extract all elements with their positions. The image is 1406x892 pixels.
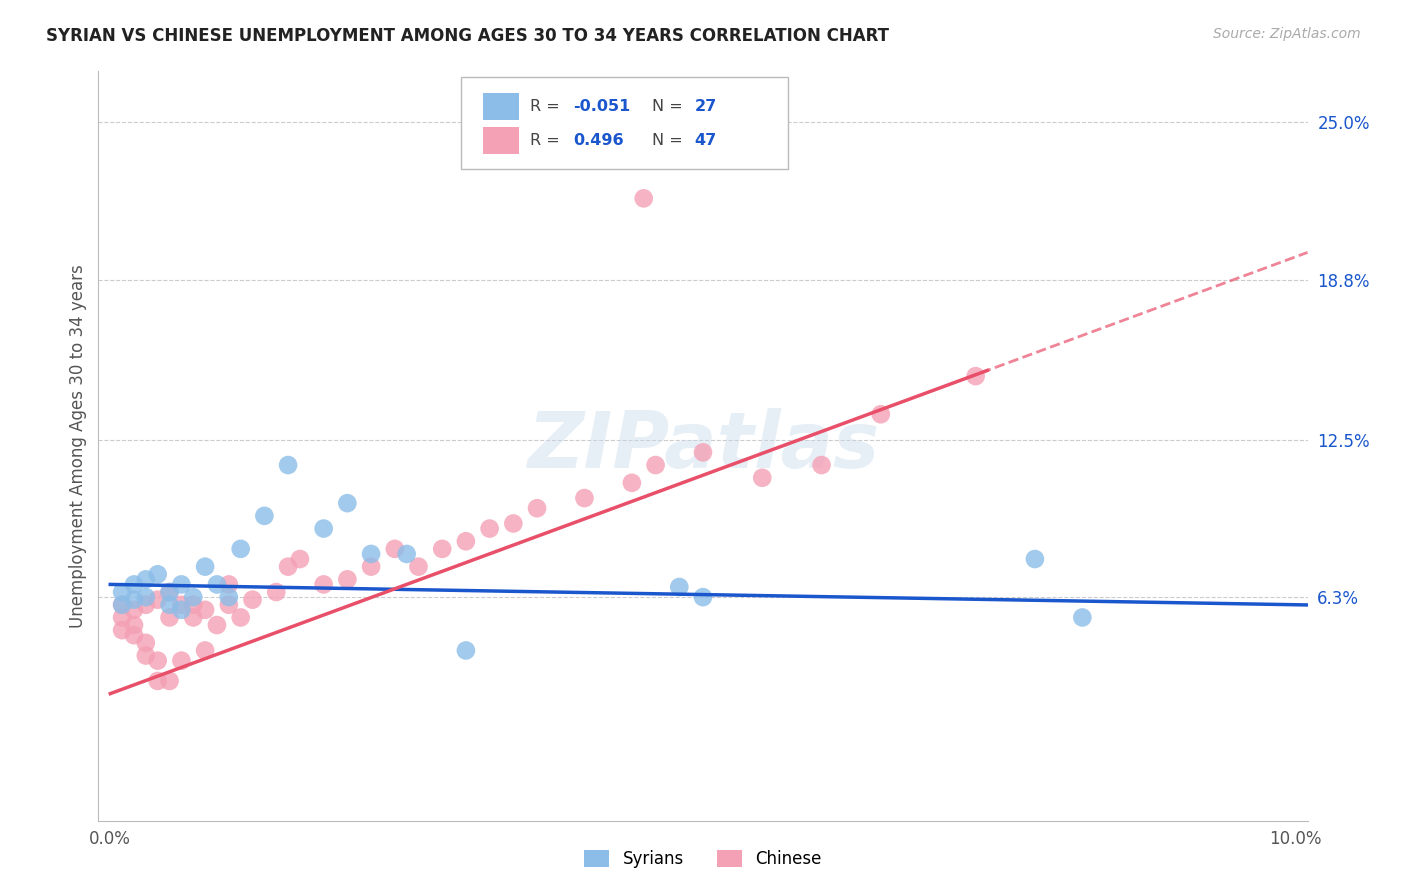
Text: 47: 47 [695, 133, 717, 148]
Point [159, 610, 181, 624]
Point [111, 598, 134, 612]
Point [122, 628, 145, 642]
Point [194, 559, 217, 574]
Point [111, 585, 134, 599]
Point [869, 407, 891, 421]
Point [288, 552, 311, 566]
Point [205, 618, 228, 632]
Point [194, 643, 217, 657]
Point [810, 458, 832, 472]
Point [478, 522, 501, 536]
Point [312, 522, 335, 536]
Point [454, 643, 477, 657]
Point [965, 369, 987, 384]
Point [135, 648, 157, 663]
Point [384, 541, 406, 556]
Point [454, 534, 477, 549]
Point [1024, 552, 1046, 566]
Point [135, 572, 157, 586]
Point [526, 501, 548, 516]
Point [751, 471, 773, 485]
FancyBboxPatch shape [461, 78, 787, 169]
FancyBboxPatch shape [482, 93, 519, 120]
Point [122, 592, 145, 607]
Point [502, 516, 524, 531]
Text: N =: N = [652, 99, 683, 114]
Point [574, 491, 596, 505]
Point [277, 458, 299, 472]
Point [620, 475, 643, 490]
Text: R =: R = [530, 133, 560, 148]
Point [218, 590, 240, 604]
Text: Source: ZipAtlas.com: Source: ZipAtlas.com [1213, 27, 1361, 41]
Point [218, 577, 240, 591]
Legend: Syrians, Chinese: Syrians, Chinese [578, 843, 828, 875]
Point [194, 603, 217, 617]
Point [336, 572, 359, 586]
Point [181, 590, 204, 604]
Point [122, 577, 145, 591]
Point [229, 610, 252, 624]
Point [159, 585, 181, 599]
Text: 0.496: 0.496 [574, 133, 624, 148]
Point [360, 547, 382, 561]
Text: R =: R = [530, 99, 560, 114]
Point [395, 547, 418, 561]
Point [146, 567, 169, 582]
Text: SYRIAN VS CHINESE UNEMPLOYMENT AMONG AGES 30 TO 34 YEARS CORRELATION CHART: SYRIAN VS CHINESE UNEMPLOYMENT AMONG AGE… [46, 27, 890, 45]
Point [135, 598, 157, 612]
Point [229, 541, 252, 556]
Point [122, 603, 145, 617]
Point [312, 577, 335, 591]
Point [218, 598, 240, 612]
Point [170, 577, 193, 591]
Point [159, 598, 181, 612]
Point [253, 508, 276, 523]
Point [277, 559, 299, 574]
Point [135, 636, 157, 650]
Point [408, 559, 430, 574]
Point [264, 585, 287, 599]
Point [432, 541, 454, 556]
Point [644, 458, 666, 472]
Point [242, 592, 264, 607]
Point [668, 580, 690, 594]
Text: ZIPatlas: ZIPatlas [527, 408, 879, 484]
Point [181, 598, 204, 612]
Point [122, 618, 145, 632]
Point [181, 610, 204, 624]
Y-axis label: Unemployment Among Ages 30 to 34 years: Unemployment Among Ages 30 to 34 years [69, 264, 87, 628]
Point [146, 654, 169, 668]
Point [170, 603, 193, 617]
Point [159, 673, 181, 688]
Point [170, 598, 193, 612]
Text: -0.051: -0.051 [574, 99, 631, 114]
Point [170, 654, 193, 668]
Point [135, 590, 157, 604]
Point [146, 673, 169, 688]
Text: N =: N = [652, 133, 683, 148]
Point [159, 585, 181, 599]
FancyBboxPatch shape [482, 127, 519, 153]
Text: 27: 27 [695, 99, 717, 114]
Point [111, 623, 134, 637]
Point [336, 496, 359, 510]
Point [111, 610, 134, 624]
Point [692, 590, 714, 604]
Point [633, 191, 655, 205]
Point [692, 445, 714, 459]
Point [111, 598, 134, 612]
Point [146, 592, 169, 607]
Point [1071, 610, 1094, 624]
Point [205, 577, 228, 591]
Point [360, 559, 382, 574]
